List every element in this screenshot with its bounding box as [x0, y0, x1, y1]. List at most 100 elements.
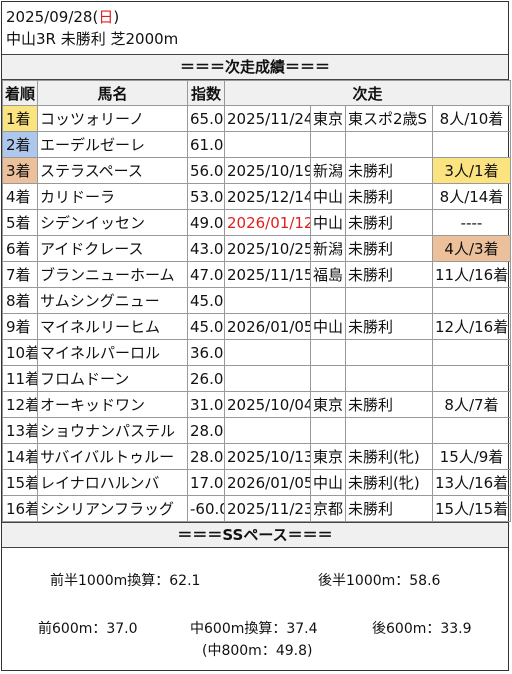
horse-name-cell: オーキッドワン	[37, 391, 188, 418]
next-race-venue-cell: 京都	[310, 495, 346, 522]
middle-600-pace: 中600m換算：37.4	[190, 621, 318, 637]
index-cell: 26.0	[187, 365, 225, 392]
rank-cell: 13着	[2, 417, 38, 444]
horse-name-cell: レイナロハルンバ	[37, 469, 188, 496]
table-row: 5着 シデンイッセン 49.0 2026/01/12 中山 未勝利 ----	[2, 209, 512, 236]
next-race-result-cell	[431, 339, 512, 366]
next-race-result-cell: 8人/7着	[431, 391, 512, 418]
next-race-name-cell: 未勝利(牝)	[345, 469, 433, 496]
index-cell: 45.0	[187, 313, 225, 340]
next-race-name-cell: 未勝利	[345, 495, 433, 522]
table-row: 8着 サムシングニュー 45.0	[2, 287, 512, 314]
next-race-venue-cell	[310, 339, 346, 366]
first-half-pace: 前半1000m換算：62.1	[50, 573, 201, 589]
next-race-result-cell	[431, 131, 512, 158]
next-race-name-cell	[345, 339, 433, 366]
next-race-result-cell: 15人/9着	[431, 443, 512, 470]
table-row: 4着 カリドーラ 53.0 2025/12/14 中山 未勝利 8人/14着	[2, 183, 512, 210]
next-race-date-cell	[224, 417, 311, 444]
next-race-name-cell: 未勝利	[345, 209, 433, 236]
horse-name-cell: ステラスペース	[37, 157, 188, 184]
col-rank: 着順	[2, 80, 38, 106]
next-race-result-cell	[431, 417, 512, 444]
horse-name-cell: エーデルゼーレ	[37, 131, 188, 158]
next-race-result-cell: 15人/15着	[431, 495, 512, 522]
race-day-of-week: 日	[98, 8, 114, 26]
next-race-date-cell: 2025/11/24	[224, 105, 311, 132]
horse-name-cell: アイドクレース	[37, 235, 188, 262]
next-race-name-cell: 未勝利	[345, 391, 433, 418]
next-race-date-cell: 2025/10/19	[224, 157, 311, 184]
race-header: 2025/09/28(日) 中山3R 未勝利 芝2000m	[2, 2, 508, 50]
table-row: 2着 エーデルゼーレ 61.0	[2, 131, 512, 158]
next-race-result-cell: 12人/16着	[431, 313, 512, 340]
index-cell: 49.0	[187, 209, 225, 236]
rank-cell: 4着	[2, 183, 38, 210]
col-next-race: 次走	[223, 80, 512, 106]
table-row: 14着 サバイバルトゥルー 28.0 2025/10/13 東京 未勝利(牝) 15人/9着	[2, 443, 512, 470]
next-race-date-cell	[224, 287, 311, 314]
next-race-result-cell: ----	[431, 209, 512, 236]
race-date-line: 2025/09/28(日)	[6, 8, 120, 26]
rank-cell: 16着	[2, 495, 38, 522]
table-row: 3着 ステラスペース 56.0 2025/10/19 新潟 未勝利 3人/1着	[2, 157, 512, 184]
rank-cell: 12着	[2, 391, 38, 418]
next-race-venue-cell	[310, 131, 346, 158]
table-row: 9着 マイネルリーヒム 45.0 2026/01/05 中山 未勝利 12人/16着	[2, 313, 512, 340]
rank-cell: 6着	[2, 235, 38, 262]
index-cell: 36.0	[187, 339, 225, 366]
table-row: 7着 ブランニューホーム 47.0 2025/11/15 福島 未勝利 11人/16着	[2, 261, 512, 288]
next-race-venue-cell	[310, 287, 346, 314]
next-race-date-cell: 2026/01/12	[224, 209, 311, 236]
race-date: 2025/09/28	[6, 8, 93, 26]
next-race-date-cell: 2025/12/14	[224, 183, 311, 210]
next-race-result-cell: 8人/10着	[431, 105, 512, 132]
col-horse-name: 馬名	[37, 80, 188, 106]
middle-800-pace: (中800m：49.8)	[202, 643, 313, 659]
index-cell: 47.0	[187, 261, 225, 288]
results-table-body: 1着 コッツォリーノ 65.0 2025/11/24 東京 東スポ2歳S 8人/10着 2着エ…	[2, 105, 512, 522]
index-cell: 56.0	[187, 157, 225, 184]
index-cell: 45.0	[187, 287, 225, 314]
horse-name-cell: マイネルリーヒム	[37, 313, 188, 340]
next-race-name-cell: 未勝利	[345, 235, 433, 262]
next-race-result-cell: 13人/16着	[431, 469, 512, 496]
next-race-name-cell: 未勝利	[345, 183, 433, 210]
horse-name-cell: シデンイッセン	[37, 209, 188, 236]
col-index: 指数	[187, 80, 225, 106]
horse-name-cell: フロムドーン	[37, 365, 188, 392]
next-race-name-cell	[345, 417, 433, 444]
next-race-date-cell	[224, 365, 311, 392]
index-cell: 17.0	[187, 469, 225, 496]
rank-cell: 8着	[2, 287, 38, 314]
next-race-date-cell: 2026/01/05	[224, 469, 311, 496]
race-title: 中山3R 未勝利 芝2000m	[6, 30, 179, 48]
table-header-row: 着順 馬名 指数 次走	[2, 80, 512, 106]
horse-name-cell: カリドーラ	[37, 183, 188, 210]
next-race-result-cell: 8人/14着	[431, 183, 512, 210]
horse-name-cell: サバイバルトゥルー	[37, 443, 188, 470]
next-race-result-cell: 4人/3着	[431, 235, 512, 262]
first-600-pace: 前600m：37.0	[38, 621, 138, 637]
table-row: 11着 フロムドーン 26.0	[2, 365, 512, 392]
next-race-name-cell	[345, 131, 433, 158]
next-race-venue-cell: 中山	[310, 183, 346, 210]
next-race-name-cell: 未勝利	[345, 157, 433, 184]
index-cell: 53.0	[187, 183, 225, 210]
next-race-venue-cell: 新潟	[310, 157, 346, 184]
index-cell: 43.0	[187, 235, 225, 262]
next-race-name-cell: 未勝利	[345, 261, 433, 288]
horse-name-cell: シシリアンフラッグ	[37, 495, 188, 522]
rank-cell: 11着	[2, 365, 38, 392]
next-race-name-cell: 未勝利(牝)	[345, 443, 433, 470]
next-race-venue-cell: 東京	[310, 105, 346, 132]
table-row: 10着 マイネルパーロル 36.0	[2, 339, 512, 366]
next-race-result-cell: 11人/16着	[431, 261, 512, 288]
pace-section-title: ＝＝＝SSペース＝＝＝	[2, 522, 508, 548]
horse-name-cell: サムシングニュー	[37, 287, 188, 314]
table-row: 15着 レイナロハルンバ 17.0 2026/01/05 中山 未勝利(牝) 13人/16着	[2, 469, 512, 496]
rank-cell: 15着	[2, 469, 38, 496]
rank-cell: 3着	[2, 157, 38, 184]
horse-name-cell: マイネルパーロル	[37, 339, 188, 366]
